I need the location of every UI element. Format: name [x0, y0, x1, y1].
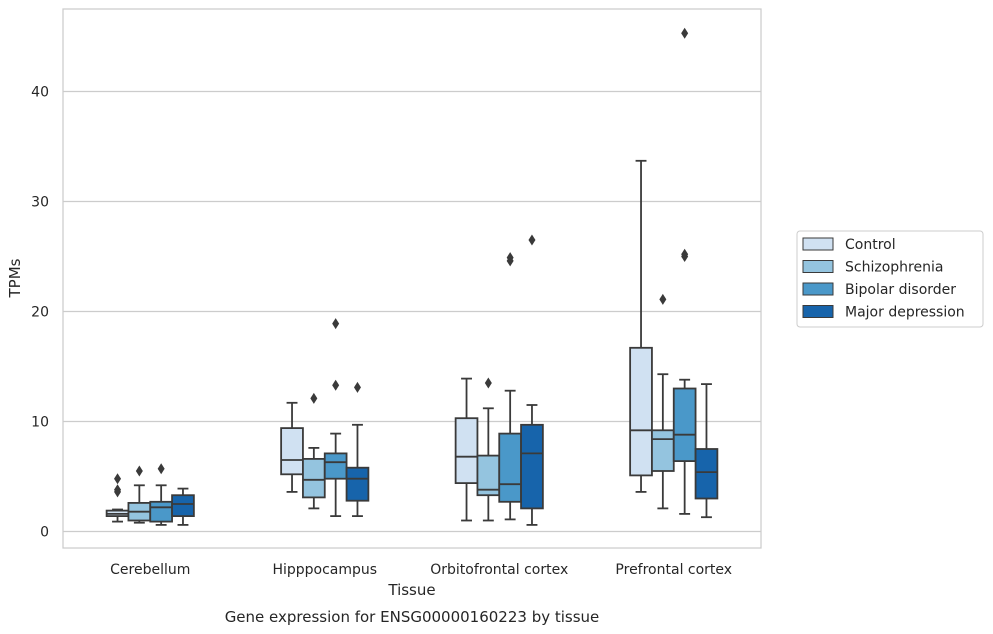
box-2-1	[323, 318, 348, 517]
x-axis-label: Tissue	[387, 581, 435, 599]
legend-frame	[796, 230, 984, 328]
box-2-0	[149, 463, 173, 526]
box-iqr	[694, 448, 719, 500]
legend-label: Control	[845, 237, 896, 253]
x-axis-ticks: Cerebellum Hipppocampus Orbitofrontal cort…	[110, 562, 732, 578]
outlier-point	[353, 381, 361, 393]
box-0-0	[105, 473, 130, 523]
box-1-1	[302, 392, 326, 510]
box-0-1	[280, 401, 304, 493]
legend-swatch	[802, 237, 834, 251]
y-tick-label: 30	[31, 195, 49, 211]
legend-label: Bipolar disorder	[845, 282, 956, 298]
outlier-point	[484, 377, 492, 389]
y-tick-label: 20	[31, 305, 49, 321]
box-2-2	[498, 252, 522, 521]
box-iqr	[520, 423, 544, 510]
box-iqr	[345, 466, 370, 502]
outlier-point	[528, 234, 536, 246]
legend-swatch	[802, 260, 834, 273]
y-axis-ticks: 0 10 20 30 40	[31, 85, 49, 541]
box-iqr	[280, 427, 304, 476]
box-3-3	[694, 383, 719, 519]
box-1-3	[651, 293, 675, 510]
outlier-point	[681, 248, 689, 260]
y-tick-label: 0	[40, 525, 49, 541]
box-0-3	[629, 159, 653, 493]
outlier-point	[114, 473, 122, 485]
legend-items: Control Schizophrenia Bipolar disorder Majo…	[802, 237, 965, 321]
y-tick-label: 40	[31, 85, 49, 101]
box-3-0	[171, 487, 195, 526]
outlier-point	[310, 392, 318, 404]
box-0-2	[454, 377, 479, 522]
box-iqr	[672, 387, 697, 462]
x-tick-label: Hipppocampus	[272, 562, 377, 578]
outlier-point	[135, 465, 143, 477]
legend-swatch	[802, 305, 834, 318]
box-iqr	[498, 432, 522, 503]
chart-caption: Gene expression for ENSG00000160223 by t…	[225, 608, 600, 626]
box-iqr	[454, 417, 479, 485]
y-axis-label: TPMs	[6, 258, 24, 298]
box-3-1	[345, 381, 370, 517]
box-iqr	[302, 457, 326, 499]
plot-frame	[62, 8, 762, 549]
x-tick-label: Cerebellum	[110, 562, 190, 578]
legend-label: Major depression	[845, 305, 965, 321]
box-3-2	[520, 234, 544, 526]
y-tick-label: 10	[31, 415, 49, 431]
outlier-point	[681, 27, 689, 39]
x-tick-label: Prefrontal cortex	[615, 562, 732, 578]
x-tick-label: Orbitofrontal cortex	[430, 562, 568, 578]
box-iqr	[323, 452, 348, 480]
box-iqr	[171, 494, 195, 518]
outlier-point	[157, 463, 165, 475]
outlier-point	[114, 484, 122, 496]
plot-boxes	[105, 27, 719, 526]
box-1-0	[127, 465, 152, 524]
box-iqr	[651, 429, 675, 472]
outlier-point	[332, 318, 340, 330]
box-1-2	[476, 377, 501, 522]
box-2-3	[672, 27, 697, 515]
legend-label: Schizophrenia	[845, 260, 943, 276]
legend-swatch	[802, 282, 834, 296]
legend: Control Schizophrenia Bipolar disorder Majo…	[796, 230, 984, 328]
outlier-point	[332, 379, 340, 391]
outlier-point	[506, 252, 514, 264]
box-iqr	[149, 500, 173, 523]
box-iqr	[629, 346, 653, 477]
outlier-point	[659, 293, 667, 305]
